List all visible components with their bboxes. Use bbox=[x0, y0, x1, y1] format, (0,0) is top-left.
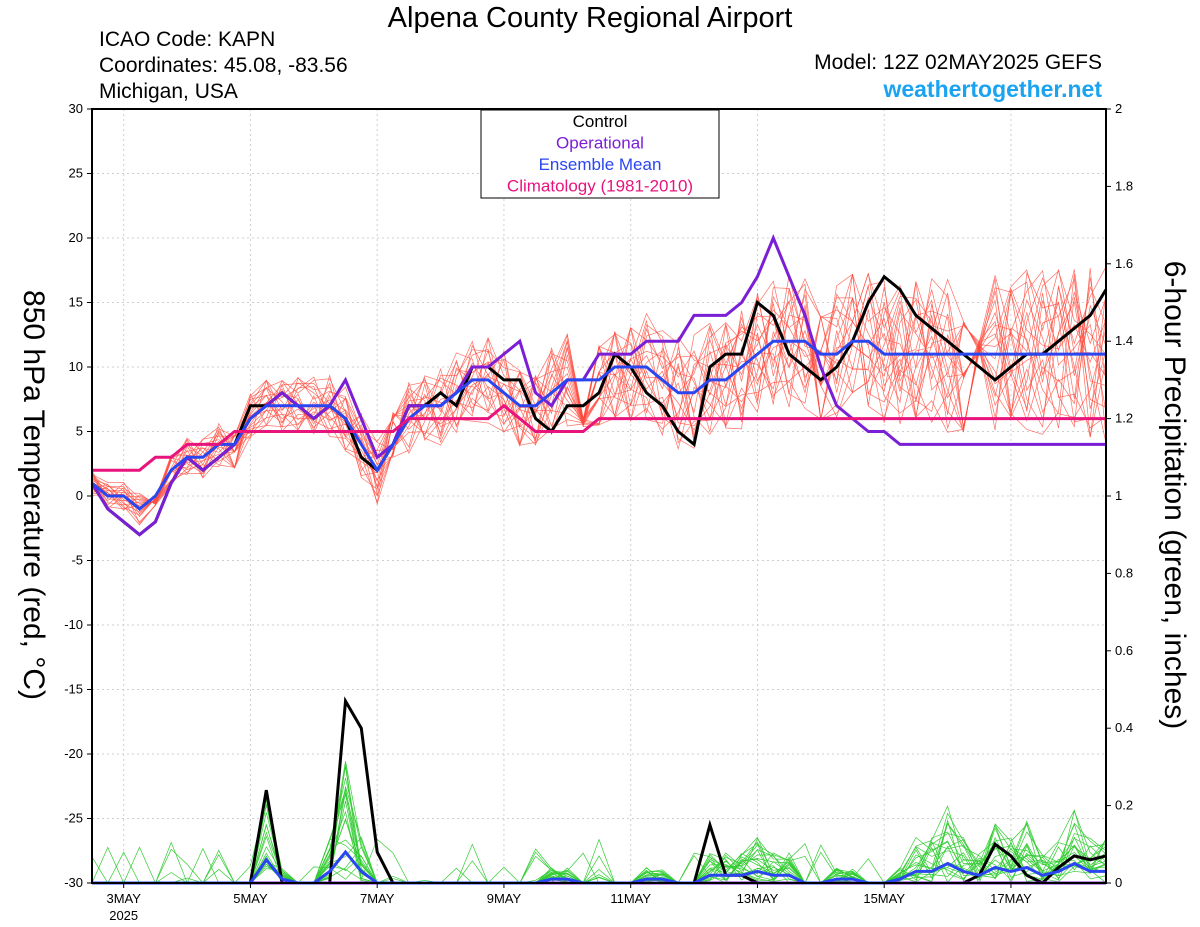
ensemble-temp-members bbox=[91, 266, 1107, 526]
y-tick-label: -30 bbox=[64, 875, 83, 890]
x-tick-label: 3MAY bbox=[106, 891, 141, 906]
y2-tick-label: 1.4 bbox=[1115, 333, 1133, 348]
legend-entry-climatology-1981-2010: Climatology (1981-2010) bbox=[507, 177, 693, 196]
temp-member-line bbox=[91, 277, 1107, 503]
y2-tick-label: 1.2 bbox=[1115, 411, 1133, 426]
temp-line-operational bbox=[90, 234, 1106, 537]
precip-member-line bbox=[92, 809, 1107, 884]
precip-member-line bbox=[92, 761, 1107, 884]
x-tick-label: 5MAY bbox=[233, 891, 268, 906]
location: Michigan, USA bbox=[99, 80, 238, 103]
y-axis-title: 850 hPa Temperature (red, °C) bbox=[17, 290, 50, 700]
temp-line-climatology-1981-2010 bbox=[92, 403, 1106, 472]
y2-axis-title: 6-hour Precipitation (green, inches) bbox=[1158, 261, 1191, 730]
precip-member-line bbox=[92, 789, 1107, 884]
y-tick-label: -5 bbox=[71, 553, 83, 568]
legend-entry-operational: Operational bbox=[556, 134, 644, 153]
temp-line-ensemble-mean bbox=[91, 339, 1106, 511]
y-tick-label: -10 bbox=[64, 617, 83, 632]
y2-tick-label: 0 bbox=[1115, 875, 1122, 890]
y-tick-label: -15 bbox=[64, 682, 83, 697]
x-tick-label: 17MAY bbox=[990, 891, 1032, 906]
temp-member-line bbox=[91, 271, 1107, 518]
x-tick-label: 11MAY bbox=[610, 891, 651, 906]
y2-tick-label: 0.2 bbox=[1115, 798, 1133, 813]
right-axis: 2 1.8 1.6 1.4 1.2 1 0.8 0.6 0.4 0.2 0 bbox=[1106, 101, 1133, 890]
model-run: Model: 12Z 02MAY2025 GEFS bbox=[814, 51, 1102, 74]
y2-tick-label: 0.8 bbox=[1115, 565, 1133, 580]
y2-tick-label: 0.4 bbox=[1115, 720, 1133, 735]
x-tick-sublabel: 2025 bbox=[109, 908, 138, 923]
legend: Control Operational Ensemble Mean Climatolo… bbox=[480, 109, 720, 199]
grid-lines bbox=[92, 108, 1106, 884]
y-tick-label: -20 bbox=[64, 746, 83, 761]
precip-member-line bbox=[91, 809, 1107, 884]
precip-member-line bbox=[92, 786, 1107, 884]
x-axis: 3MAY 2025 5MAY 7MAY 9MAY 11MAY 13MAY 15MAY 17MAY bbox=[106, 883, 1032, 923]
x-tick-label: 9MAY bbox=[487, 891, 522, 906]
y-tick-label: 5 bbox=[76, 424, 83, 439]
legend-box bbox=[480, 109, 720, 199]
y2-tick-label: 1 bbox=[1115, 488, 1122, 503]
x-tick-label: 15MAY bbox=[863, 891, 905, 906]
y-tick-label: 0 bbox=[76, 488, 83, 503]
x-tick-label: 7MAY bbox=[360, 891, 395, 906]
left-axis: 30 25 20 15 10 5 0 -5 -10 -15 -20 -25 -30 bbox=[64, 101, 92, 890]
y-tick-label: 20 bbox=[69, 230, 83, 245]
y2-tick-label: 0.6 bbox=[1115, 643, 1133, 658]
temp-member-line bbox=[91, 268, 1107, 511]
precip-member-line bbox=[91, 788, 1107, 884]
x-tick-label: 13MAY bbox=[737, 891, 779, 906]
icao-code: ICAO Code: KAPN bbox=[99, 28, 276, 51]
temp-line-control bbox=[90, 274, 1108, 537]
coordinates: Coordinates: 45.08, -83.56 bbox=[99, 54, 348, 77]
legend-entry-ensemble-mean: Ensemble Mean bbox=[539, 155, 662, 174]
y-tick-label: 25 bbox=[69, 166, 83, 181]
y2-tick-label: 1.6 bbox=[1115, 256, 1133, 271]
y-tick-label: 30 bbox=[69, 101, 83, 116]
chart-title: Alpena County Regional Airport bbox=[387, 2, 793, 34]
precip-line-ensemble-mean bbox=[92, 849, 1106, 885]
y-tick-label: -25 bbox=[64, 811, 83, 826]
y-tick-label: 15 bbox=[69, 295, 83, 310]
y-tick-label: 10 bbox=[69, 359, 83, 374]
site-link[interactable]: weathertogether.net bbox=[883, 76, 1102, 102]
y2-tick-label: 1.8 bbox=[1115, 178, 1133, 193]
ensemble-precip-members bbox=[91, 761, 1107, 884]
y2-tick-label: 2 bbox=[1115, 101, 1122, 116]
temp-member-line bbox=[91, 278, 1107, 523]
legend-entry-control: Control bbox=[573, 112, 628, 131]
